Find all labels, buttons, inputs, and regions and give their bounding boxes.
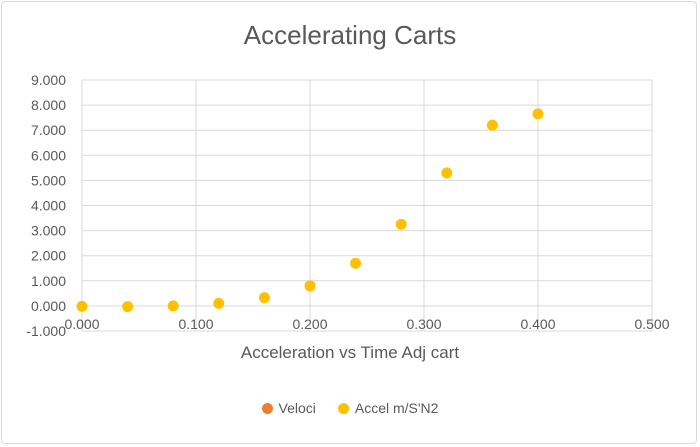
data-point xyxy=(167,300,179,312)
legend-label-veloci: Veloci xyxy=(278,400,316,416)
data-point xyxy=(76,300,88,312)
x-tick-label: 0.100 xyxy=(178,316,213,332)
data-point xyxy=(213,297,225,309)
legend-item-accel: Accel m/S'N2 xyxy=(337,400,439,416)
y-tick-label: 2.000 xyxy=(31,248,66,264)
data-point xyxy=(350,257,362,269)
legend: Veloci Accel m/S'N2 xyxy=(0,400,700,416)
data-point xyxy=(258,292,270,304)
y-tick-label: 8.000 xyxy=(31,97,66,113)
y-tick-label: 4.000 xyxy=(31,198,66,214)
data-point xyxy=(486,119,498,131)
y-tick-label: 1.000 xyxy=(31,273,66,289)
legend-marker-veloci xyxy=(261,402,273,414)
y-tick-label: 9.000 xyxy=(31,72,66,88)
x-axis-title: Acceleration vs Time Adj cart xyxy=(240,343,460,362)
y-tick-label: 0.000 xyxy=(31,298,66,314)
x-tick-label: 0.300 xyxy=(406,316,441,332)
y-tick-label: 3.000 xyxy=(31,223,66,239)
y-tick-label: 5.000 xyxy=(31,172,66,188)
x-tick-label: 0.000 xyxy=(64,316,99,332)
data-point xyxy=(395,218,407,230)
x-tick-label: 0.200 xyxy=(292,316,327,332)
x-tick-label: 0.500 xyxy=(634,316,669,332)
y-tick-label: 6.000 xyxy=(31,147,66,163)
legend-item-veloci: Veloci xyxy=(261,400,316,416)
data-point xyxy=(532,108,544,120)
x-tick-label: 0.400 xyxy=(520,316,555,332)
chart-title: Accelerating Carts xyxy=(243,20,457,50)
data-point xyxy=(441,167,453,179)
legend-marker-accel xyxy=(337,402,349,414)
y-tick-label: 7.000 xyxy=(31,122,66,138)
y-tick-label: -1.000 xyxy=(26,323,66,339)
legend-label-accel: Accel m/S'N2 xyxy=(354,400,439,416)
data-point xyxy=(304,280,316,292)
data-point xyxy=(122,301,134,313)
